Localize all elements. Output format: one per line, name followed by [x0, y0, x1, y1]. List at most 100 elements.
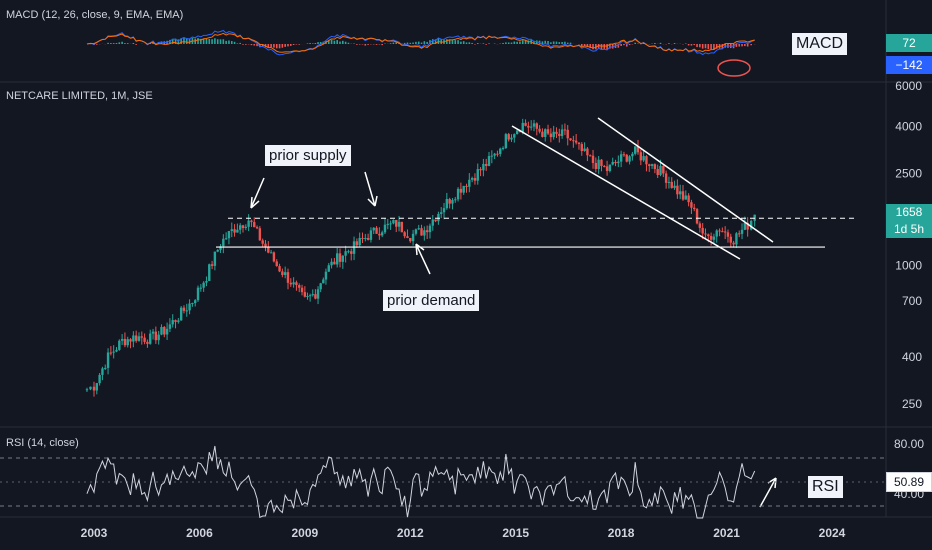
- candle-body: [611, 161, 614, 165]
- candle-body: [718, 230, 721, 232]
- candle-body: [721, 231, 724, 233]
- candle-body: [247, 220, 250, 227]
- candle-body: [650, 164, 654, 166]
- time-tick-label: 2009: [292, 526, 319, 540]
- candle-body: [149, 333, 152, 344]
- candle-body: [378, 233, 381, 236]
- candle-body: [552, 131, 555, 138]
- candle-body: [95, 383, 99, 391]
- candle-body: [653, 164, 657, 170]
- candle-body: [442, 208, 446, 213]
- candle-body: [501, 147, 505, 149]
- candle-body: [123, 338, 127, 346]
- candle-body: [132, 335, 135, 342]
- candle-body: [230, 229, 233, 231]
- candle-body: [222, 238, 225, 247]
- candle-body: [574, 140, 578, 143]
- candle-body: [608, 164, 612, 171]
- candle-body: [154, 331, 158, 341]
- candle-body: [383, 224, 387, 233]
- candle-body: [600, 159, 603, 167]
- candle-body: [695, 209, 699, 224]
- candle-body: [431, 219, 434, 226]
- price-tick-label: 1000: [895, 258, 922, 272]
- candle-body: [322, 279, 325, 284]
- candle-body: [361, 237, 364, 239]
- candle-body: [513, 134, 516, 138]
- candle-body: [510, 137, 513, 140]
- macd-annotation: MACD: [792, 33, 848, 55]
- chart-title: NETCARE LIMITED, 1M, JSE: [6, 90, 153, 102]
- candle-body: [622, 154, 626, 156]
- price-tick-label: 4000: [895, 120, 922, 134]
- candle-body: [264, 243, 267, 248]
- candle-body: [306, 295, 309, 297]
- candle-body: [743, 222, 747, 230]
- candle-body: [423, 230, 426, 236]
- prior-demand-label: prior demand: [383, 290, 480, 311]
- candle-body: [236, 229, 239, 233]
- candle-body: [445, 199, 449, 209]
- candle-body: [372, 227, 375, 231]
- candle-body: [157, 334, 160, 341]
- candle-body: [662, 165, 665, 174]
- candle-body: [344, 251, 347, 256]
- candle-body: [473, 178, 477, 181]
- price-axis[interactable]: 6000 4000 2500 1000 700 400 250: [895, 79, 922, 411]
- candle-body: [403, 232, 406, 237]
- candle-body: [484, 163, 488, 166]
- candle-body: [210, 264, 214, 266]
- candle-body: [140, 336, 143, 338]
- candle-body: [85, 389, 89, 391]
- candle-body: [129, 339, 132, 342]
- candle-body: [636, 146, 640, 153]
- candle-body: [448, 199, 451, 204]
- candle-body: [594, 162, 598, 169]
- candle-body: [177, 320, 180, 322]
- candle-body: [395, 219, 398, 227]
- candle-body: [569, 138, 572, 141]
- candlestick-series[interactable]: [85, 118, 756, 397]
- candle-body: [137, 336, 141, 341]
- candle-body: [233, 229, 236, 233]
- candle-body: [194, 300, 197, 304]
- arrow-icon: [415, 243, 431, 275]
- candle-body: [515, 130, 519, 135]
- candle-body: [563, 129, 567, 131]
- candle-body: [191, 303, 194, 305]
- candle-body: [735, 233, 738, 245]
- candle-body: [437, 213, 440, 222]
- candle-body: [253, 222, 256, 228]
- candle-body: [558, 133, 561, 136]
- candle-body: [521, 122, 524, 132]
- candle-body: [411, 233, 415, 242]
- candle-body: [527, 125, 530, 128]
- candle-body: [693, 207, 696, 210]
- candle-body: [673, 185, 676, 188]
- candle-body: [544, 129, 547, 137]
- candle-body: [479, 169, 482, 171]
- candle-body: [487, 156, 491, 166]
- candle-body: [333, 261, 336, 265]
- macd-value-tag: 72: [886, 34, 932, 52]
- candle-body: [261, 240, 264, 244]
- candle-body: [560, 129, 564, 136]
- time-tick-label: 2003: [81, 526, 108, 540]
- candle-body: [134, 335, 138, 341]
- candle-body: [664, 173, 668, 183]
- candle-body: [732, 242, 735, 245]
- candle-body: [532, 123, 536, 127]
- candle-body: [704, 233, 707, 235]
- rsi-value-tag: 50.89: [886, 472, 932, 492]
- candle-body: [555, 131, 558, 134]
- candle-body: [712, 236, 716, 240]
- candle-body: [314, 294, 317, 299]
- candle-body: [642, 156, 645, 161]
- candle-body: [115, 349, 118, 352]
- arrow-icon: [364, 171, 378, 207]
- candle-body: [244, 226, 248, 228]
- macd-histogram: [89, 37, 756, 50]
- time-axis[interactable]: 2003 2006 2009 2012 2015 2018 2021 2024: [81, 526, 846, 540]
- candle-body: [112, 351, 115, 353]
